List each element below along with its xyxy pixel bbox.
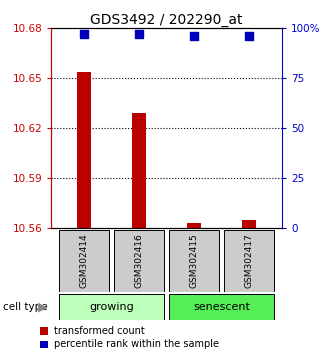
Bar — [169, 230, 219, 292]
Text: GSM302417: GSM302417 — [245, 234, 254, 289]
Bar — [114, 230, 164, 292]
Point — [137, 32, 142, 37]
Bar — [59, 294, 164, 320]
Point — [191, 34, 197, 39]
Text: GSM302415: GSM302415 — [190, 234, 199, 289]
Text: growing: growing — [89, 302, 134, 312]
Text: ▶: ▶ — [38, 301, 48, 314]
Text: cell type: cell type — [3, 302, 48, 312]
Title: GDS3492 / 202290_at: GDS3492 / 202290_at — [90, 13, 243, 27]
Text: transformed count: transformed count — [54, 326, 145, 336]
Point — [82, 32, 87, 37]
Bar — [169, 294, 275, 320]
Text: percentile rank within the sample: percentile rank within the sample — [54, 339, 219, 349]
Bar — [224, 230, 275, 292]
Bar — [242, 220, 256, 228]
Point — [247, 34, 252, 39]
Bar — [187, 223, 201, 228]
Bar — [132, 113, 146, 228]
Bar — [77, 72, 91, 228]
Text: senescent: senescent — [193, 302, 250, 312]
Bar — [59, 230, 110, 292]
Text: GSM302416: GSM302416 — [135, 234, 144, 289]
Text: GSM302414: GSM302414 — [80, 234, 89, 289]
